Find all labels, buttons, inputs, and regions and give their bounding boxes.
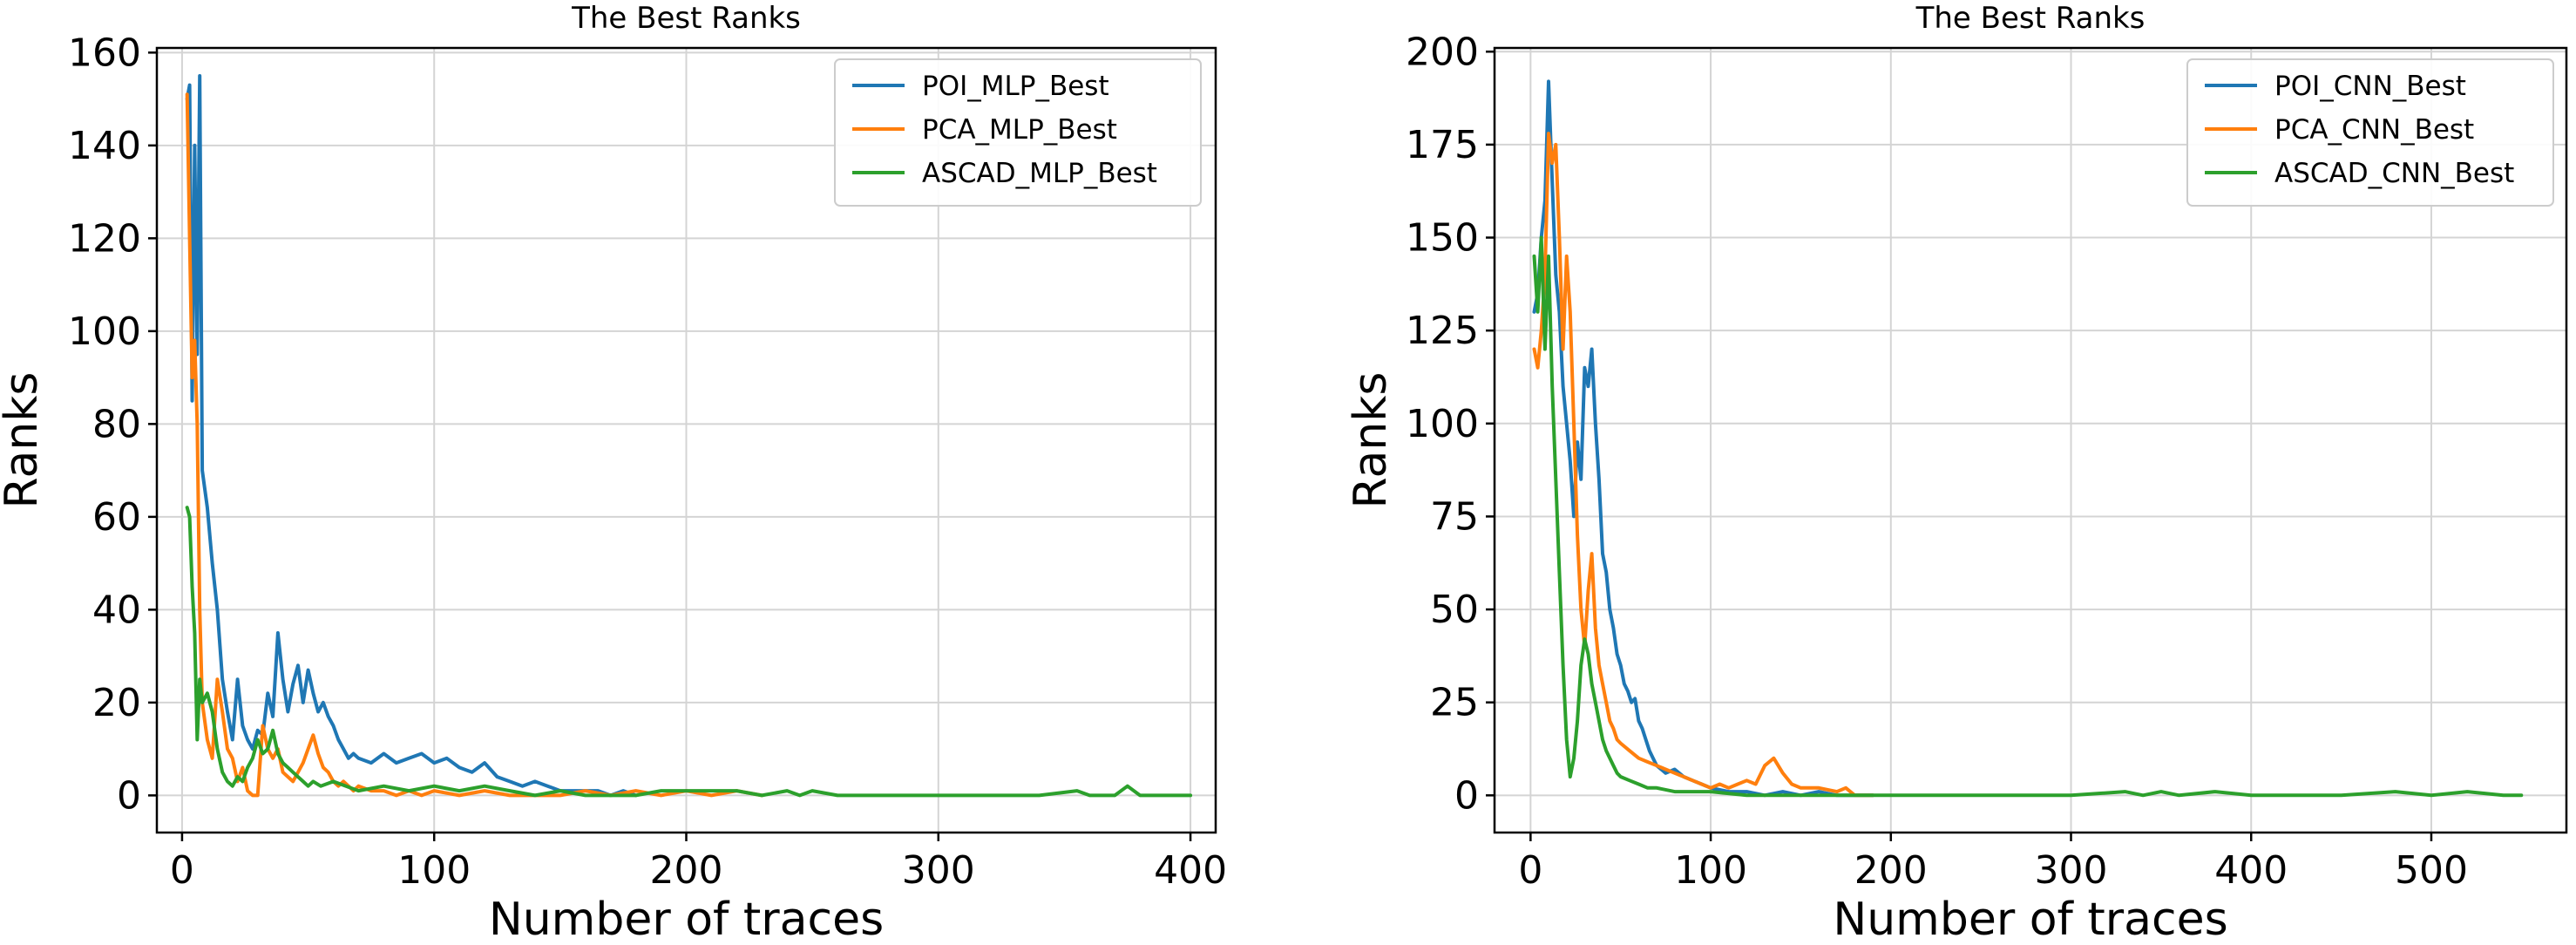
legend-box xyxy=(2186,58,2554,207)
y-axis-label: Ranks xyxy=(1345,371,1397,508)
y-tick-label: 160 xyxy=(68,31,141,75)
y-tick-label: 60 xyxy=(92,495,141,540)
y-tick-label: 0 xyxy=(117,773,141,818)
x-tick-label: 400 xyxy=(1154,848,1227,893)
legend-label: PCA_MLP_Best xyxy=(922,114,1117,146)
y-tick-label: 150 xyxy=(1406,216,1479,261)
chart-title: The Best Ranks xyxy=(571,1,801,36)
x-tick-label: 300 xyxy=(2035,848,2108,893)
chart-2: 0 100 200 300 400 500 0 25 50 75 100 125 150 175 200 Th… xyxy=(1345,1,2568,945)
x-tick-label: 300 xyxy=(902,848,975,893)
plot-frame xyxy=(1493,46,2568,834)
x-tick-label: 0 xyxy=(170,848,194,893)
y-tick-label: 175 xyxy=(1406,123,1479,167)
y-tick-label: 75 xyxy=(1430,494,1479,539)
series-line-PCA_CNN_Best xyxy=(1532,132,1875,798)
y-tick-label: 25 xyxy=(1430,681,1479,725)
legend: POI_MLP_Best PCA_MLP_Best ASCAD_MLP_Best xyxy=(834,58,1202,207)
y-tick-label: 140 xyxy=(68,124,141,168)
x-tick-label: 200 xyxy=(1854,848,1928,893)
y-axis-label: Ranks xyxy=(0,371,48,508)
series-line-POI_MLP_Best xyxy=(185,74,638,798)
legend-label: POI_MLP_Best xyxy=(922,71,1109,102)
y-tick-label: 20 xyxy=(92,681,141,725)
legend: POI_CNN_Best PCA_CNN_Best ASCAD_CNN_Best xyxy=(2186,58,2554,207)
series-line-ASCAD_MLP_Best xyxy=(185,506,1193,798)
y-tick-label: 80 xyxy=(92,402,141,446)
x-tick-label: 0 xyxy=(1518,848,1542,893)
legend-label: ASCAD_MLP_Best xyxy=(922,158,1157,189)
y-tick-label: 100 xyxy=(1406,402,1479,446)
x-tick-label: 100 xyxy=(1674,848,1747,893)
y-tick-label: 0 xyxy=(1454,773,1479,818)
y-tick-label: 120 xyxy=(68,216,141,261)
series-line-ASCAD_CNN_Best xyxy=(1532,235,2524,798)
y-tick-label: 100 xyxy=(68,309,141,354)
x-axis-label: Number of traces xyxy=(489,894,884,945)
y-tick-label: 50 xyxy=(1430,588,1479,632)
legend-label: ASCAD_CNN_Best xyxy=(2274,158,2514,189)
x-axis-label: Number of traces xyxy=(1833,894,2227,945)
chart-title: The Best Ranks xyxy=(1915,1,2146,36)
x-tick-label: 200 xyxy=(650,848,723,893)
legend-box xyxy=(834,58,1202,207)
series-line-POI_CNN_Best xyxy=(1532,79,1875,798)
y-tick-label: 40 xyxy=(92,588,141,632)
x-tick-label: 100 xyxy=(397,848,471,893)
y-tick-label: 200 xyxy=(1406,30,1479,74)
legend-label: PCA_CNN_Best xyxy=(2274,114,2474,146)
gridlines xyxy=(1495,48,2566,833)
chart-1: 0 100 200 300 400 0 20 40 60 80 100 120 140 160 The Be… xyxy=(0,1,1227,945)
x-tick-label: 400 xyxy=(2214,848,2288,893)
legend-label: POI_CNN_Best xyxy=(2274,71,2466,102)
x-tick-label: 500 xyxy=(2395,848,2468,893)
y-tick-label: 125 xyxy=(1406,309,1479,353)
